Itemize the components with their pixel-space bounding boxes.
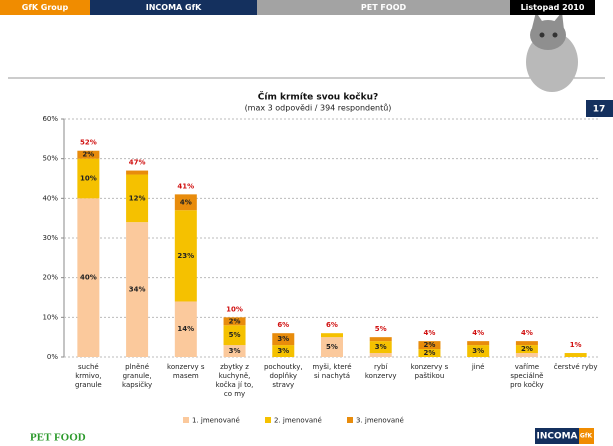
logo-text: INCOMA [536,432,577,442]
logo-box [579,428,594,444]
bar-segment [321,333,343,338]
total-label: 47% [129,159,146,167]
bar-segment [77,158,100,199]
bar-segment [77,198,100,357]
total-label: 6% [277,321,289,329]
y-tick-label: 0% [47,353,58,361]
bar-segment [223,317,246,326]
legend-swatch [347,417,353,423]
legend-swatch [265,417,271,423]
bar-segment [515,353,538,357]
bar-segment [126,222,149,357]
data-label: 3% [375,343,387,351]
total-label: 5% [375,325,387,333]
total-label: 1% [570,341,582,349]
x-tick-label: myši, které si nachytá [312,363,352,380]
data-label: 3% [277,347,289,355]
legend-label: 3. jmenované [356,417,404,425]
data-label: 3% [229,347,241,355]
data-label: 2% [521,345,533,353]
data-label: 34% [129,286,146,294]
x-tick-label: pochoutky, doplňky stravy [263,363,303,389]
data-label: 10% [80,175,97,183]
bar-segment [369,353,392,357]
total-label: 10% [226,305,243,313]
bar-segment [126,170,149,175]
y-tick-label: 10% [42,313,58,321]
total-label: 52% [80,139,97,147]
bar-segment [272,345,295,357]
logo-text: GfK [580,433,593,440]
footer-title: PET FOOD [30,432,86,444]
x-tick-label: konzervy s masem [167,363,205,380]
y-tick-label: 50% [42,155,58,163]
data-label: 5% [326,343,338,351]
bar-segment [223,345,246,357]
bar-segment [321,337,343,357]
data-label: 12% [129,194,146,202]
bar-segment [369,337,392,342]
data-label: 4% [180,198,192,206]
legend-label: 1. jmenované [192,417,240,425]
total-label: 4% [472,329,484,337]
legend-swatch [183,417,189,423]
bar-segment [369,341,392,354]
chart-subtitle: (max 3 odpovědi / 394 respondentů) [245,103,392,113]
bar-segment [515,341,538,346]
header-cell: INCOMA GfK [90,0,257,15]
x-tick-label: jiné [471,363,485,371]
y-tick-label: 40% [42,194,58,202]
total-label: 6% [326,321,338,329]
bar-segment [467,341,490,346]
page-number-box [586,100,613,117]
logo-box [535,428,579,444]
x-tick-label: konzervy s paštikou [410,363,449,380]
y-tick-label: 20% [42,274,58,282]
bar-segment [467,345,490,357]
bar-segment [564,353,587,357]
header-cell: GfK Group [0,0,90,15]
bar-segment [174,194,197,211]
bar-segment [174,210,197,302]
page-number: 17 [593,105,606,115]
data-label: 2% [424,349,436,357]
header-cell: PET FOOD [257,0,510,15]
data-label: 5% [229,331,241,339]
data-label: 2% [424,341,436,349]
data-label: 23% [177,252,194,260]
cat-picture [526,12,578,92]
bar-segment [418,349,441,357]
header-cell: Listopad 2010 [510,0,595,15]
y-tick-label: 60% [42,115,58,123]
legend-label: 2. jmenované [274,417,322,425]
bar-segment [223,325,246,346]
bar-segment [515,345,538,354]
bar-segment [418,341,441,350]
bar-segment [272,333,295,346]
total-label: 4% [424,329,436,337]
x-tick-label: čerstvé ryby [553,363,598,371]
data-label: 3% [277,335,289,343]
x-tick-label: plněné granule, kapsičky [122,363,153,389]
y-tick-label: 30% [42,234,58,242]
chart-title: Čím krmíte svou kočku? [258,91,378,103]
x-tick-label: rybí konzervy [364,363,397,380]
data-label: 14% [177,325,194,333]
bar-segment [126,174,149,223]
x-tick-label: suché krmivo, granule [74,363,102,389]
total-label: 4% [521,329,533,337]
x-tick-label: zbytky z kuchyně, kočka jí to, co my [215,363,254,398]
data-label: 40% [80,274,97,282]
total-label: 41% [177,182,194,190]
bar-segment [77,150,100,159]
data-label: 2% [82,151,94,159]
x-tick-label: vaříme speciálně pro kočky [510,363,544,389]
data-label: 2% [229,317,241,325]
data-label: 3% [472,347,484,355]
bar-segment [174,301,197,357]
